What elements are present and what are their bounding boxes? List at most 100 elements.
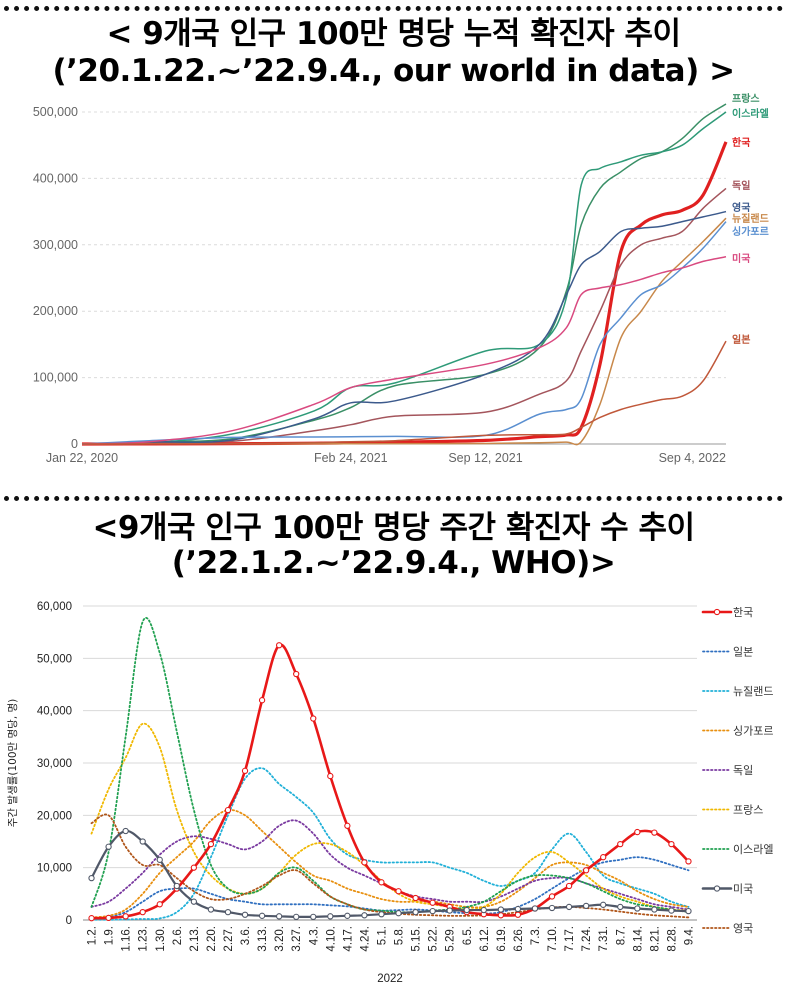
chart2-x-tick: 6.26. bbox=[513, 926, 525, 952]
chart2-x-tick: 1.30. bbox=[155, 926, 167, 952]
chart2-series-line-2 bbox=[90, 767, 690, 921]
chart2-x-tick: 4.10. bbox=[325, 926, 337, 952]
chart2-x-tick: 4.3. bbox=[308, 926, 320, 945]
chart2-point-7-4 bbox=[156, 856, 163, 863]
chart1-series-label: 싱가포르 bbox=[732, 225, 769, 238]
chart2-x-tick: 3.13. bbox=[257, 926, 269, 952]
chart1-series-label: 영국 bbox=[732, 201, 750, 214]
chart2-y-tick: 10,000 bbox=[37, 863, 72, 875]
chart2-point-0-15 bbox=[344, 822, 351, 829]
chart1-series-label: 미국 bbox=[732, 252, 750, 265]
chart2-x-tick: 7.3. bbox=[530, 926, 542, 945]
chart2-series-line-6 bbox=[90, 617, 690, 914]
chart2-point-0-16 bbox=[361, 859, 368, 866]
chart2-x-tick: 3.20. bbox=[274, 926, 286, 952]
chart2-x-tick: 7.24. bbox=[581, 926, 593, 952]
chart2-legend-label: 영국 bbox=[733, 922, 753, 935]
chart2-point-7-10 bbox=[258, 912, 266, 919]
chart2-x-tick: 2.13. bbox=[189, 926, 201, 952]
chart2-point-7-20 bbox=[429, 907, 436, 915]
chart1-series-line-6 bbox=[81, 221, 727, 445]
middle-divider bbox=[4, 496, 783, 501]
chart2-series-line-7 bbox=[90, 829, 690, 919]
chart2-point-7-1 bbox=[105, 843, 112, 850]
chart2-point-7-2 bbox=[122, 827, 129, 835]
chart2-point-0-2 bbox=[122, 913, 129, 920]
chart2-x-tick: 5.15. bbox=[411, 926, 423, 952]
chart1-x-tick: Sep 4, 2022 bbox=[659, 451, 726, 465]
chart2-point-7-22 bbox=[463, 906, 470, 914]
chart1-title: < 9개국 인구 100만 명당 누적 확진자 추이 bbox=[106, 16, 681, 52]
chart2-point-7-21 bbox=[446, 907, 453, 914]
chart2-point-7-11 bbox=[275, 913, 283, 920]
chart1-y-tick: 500,000 bbox=[33, 105, 78, 119]
chart2-point-0-24 bbox=[497, 912, 505, 919]
chart2-x-tick: 6.5. bbox=[462, 926, 474, 945]
chart1-series-line-4 bbox=[81, 210, 727, 445]
top-divider bbox=[4, 6, 783, 11]
chart2-point-7-28 bbox=[565, 903, 573, 911]
chart2-series-line-8 bbox=[90, 813, 690, 919]
chart1-series-line-1 bbox=[81, 111, 727, 445]
chart2-series-line-4 bbox=[90, 819, 690, 911]
chart2-point-7-17 bbox=[378, 911, 385, 918]
chart1-series-line-7 bbox=[81, 256, 727, 445]
chart2-x-tick: 8.21. bbox=[649, 926, 661, 952]
chart2-point-7-27 bbox=[548, 904, 556, 912]
chart2-point-7-29 bbox=[582, 902, 590, 910]
chart2-point-7-35 bbox=[685, 907, 692, 915]
chart2-point-0-11 bbox=[275, 642, 283, 649]
chart2-point-0-10 bbox=[258, 697, 266, 704]
chart2-x-tick: 8.28. bbox=[666, 926, 678, 952]
chart2-point-7-26 bbox=[531, 905, 539, 912]
chart2-point-0-17 bbox=[378, 879, 385, 886]
chart2-point-0-7 bbox=[207, 840, 215, 848]
chart2-point-0-3 bbox=[139, 909, 146, 916]
chart2-point-7-12 bbox=[293, 913, 300, 921]
chart2-x-tick: 1.9. bbox=[104, 926, 116, 945]
chart2-point-7-24 bbox=[497, 906, 505, 913]
chart2-y-tick: 20,000 bbox=[37, 810, 72, 822]
cumulative-cases-chart: 0 100,000 200,000 300,000 400,000 500,000 Jan … bbox=[33, 93, 769, 465]
chart2-x-tick: 2.6. bbox=[172, 926, 184, 945]
chart2-point-7-30 bbox=[600, 901, 607, 908]
chart2-point-7-18 bbox=[395, 910, 402, 917]
chart2-point-0-19 bbox=[412, 894, 419, 902]
chart2-legend-marker-0 bbox=[713, 608, 721, 616]
chart2-point-7-31 bbox=[617, 903, 624, 911]
chart2-point-7-14 bbox=[327, 913, 334, 920]
chart2-x-tick: 8.14. bbox=[632, 926, 644, 952]
chart2-point-7-7 bbox=[207, 906, 215, 913]
chart2-x-tick: 1.16. bbox=[121, 926, 133, 952]
chart2-x-tick: 3.6. bbox=[240, 926, 252, 945]
chart2-point-0-13 bbox=[310, 715, 317, 722]
chart2-x-axis-label: 2022 bbox=[377, 973, 403, 985]
chart2-point-7-6 bbox=[190, 898, 198, 905]
chart2-x-tick: 5.8. bbox=[394, 926, 406, 945]
chart2-point-0-0 bbox=[88, 915, 95, 922]
chart2-y-tick: 40,000 bbox=[37, 706, 72, 718]
chart2-y-tick: 0 bbox=[66, 915, 72, 927]
chart1-series-label: 프랑스 bbox=[732, 93, 760, 105]
chart2-point-7-23 bbox=[480, 906, 487, 914]
chart1-y-tick: 100,000 bbox=[33, 371, 78, 385]
chart2-point-0-34 bbox=[668, 840, 675, 848]
chart2-point-0-33 bbox=[651, 829, 658, 836]
chart2-x-tick: 3.27. bbox=[291, 926, 303, 952]
chart2-legend-label: 뉴질랜드 bbox=[733, 685, 773, 698]
chart2-point-7-25 bbox=[514, 905, 522, 913]
chart2-x-tick: 1.2. bbox=[87, 926, 99, 945]
chart1-y-tick: 400,000 bbox=[33, 171, 78, 185]
chart2-x-tick: 2.27. bbox=[223, 926, 235, 952]
chart2-point-0-28 bbox=[565, 882, 573, 890]
chart2-legend-label: 독일 bbox=[733, 763, 753, 777]
chart2-point-7-0 bbox=[88, 874, 95, 882]
chart2-x-tick: 9.4. bbox=[683, 926, 695, 945]
chart1-series-label: 독일 bbox=[732, 179, 750, 192]
chart1-series-label: 한국 bbox=[732, 137, 750, 149]
chart2-point-0-31 bbox=[617, 840, 624, 848]
chart1-subtitle: (’20.1.22.~’22.9.4., our world in data) … bbox=[52, 53, 735, 89]
chart2-point-0-18 bbox=[395, 888, 402, 895]
chart2-x-tick: 5.1. bbox=[376, 926, 388, 945]
chart2-point-0-8 bbox=[224, 806, 232, 814]
